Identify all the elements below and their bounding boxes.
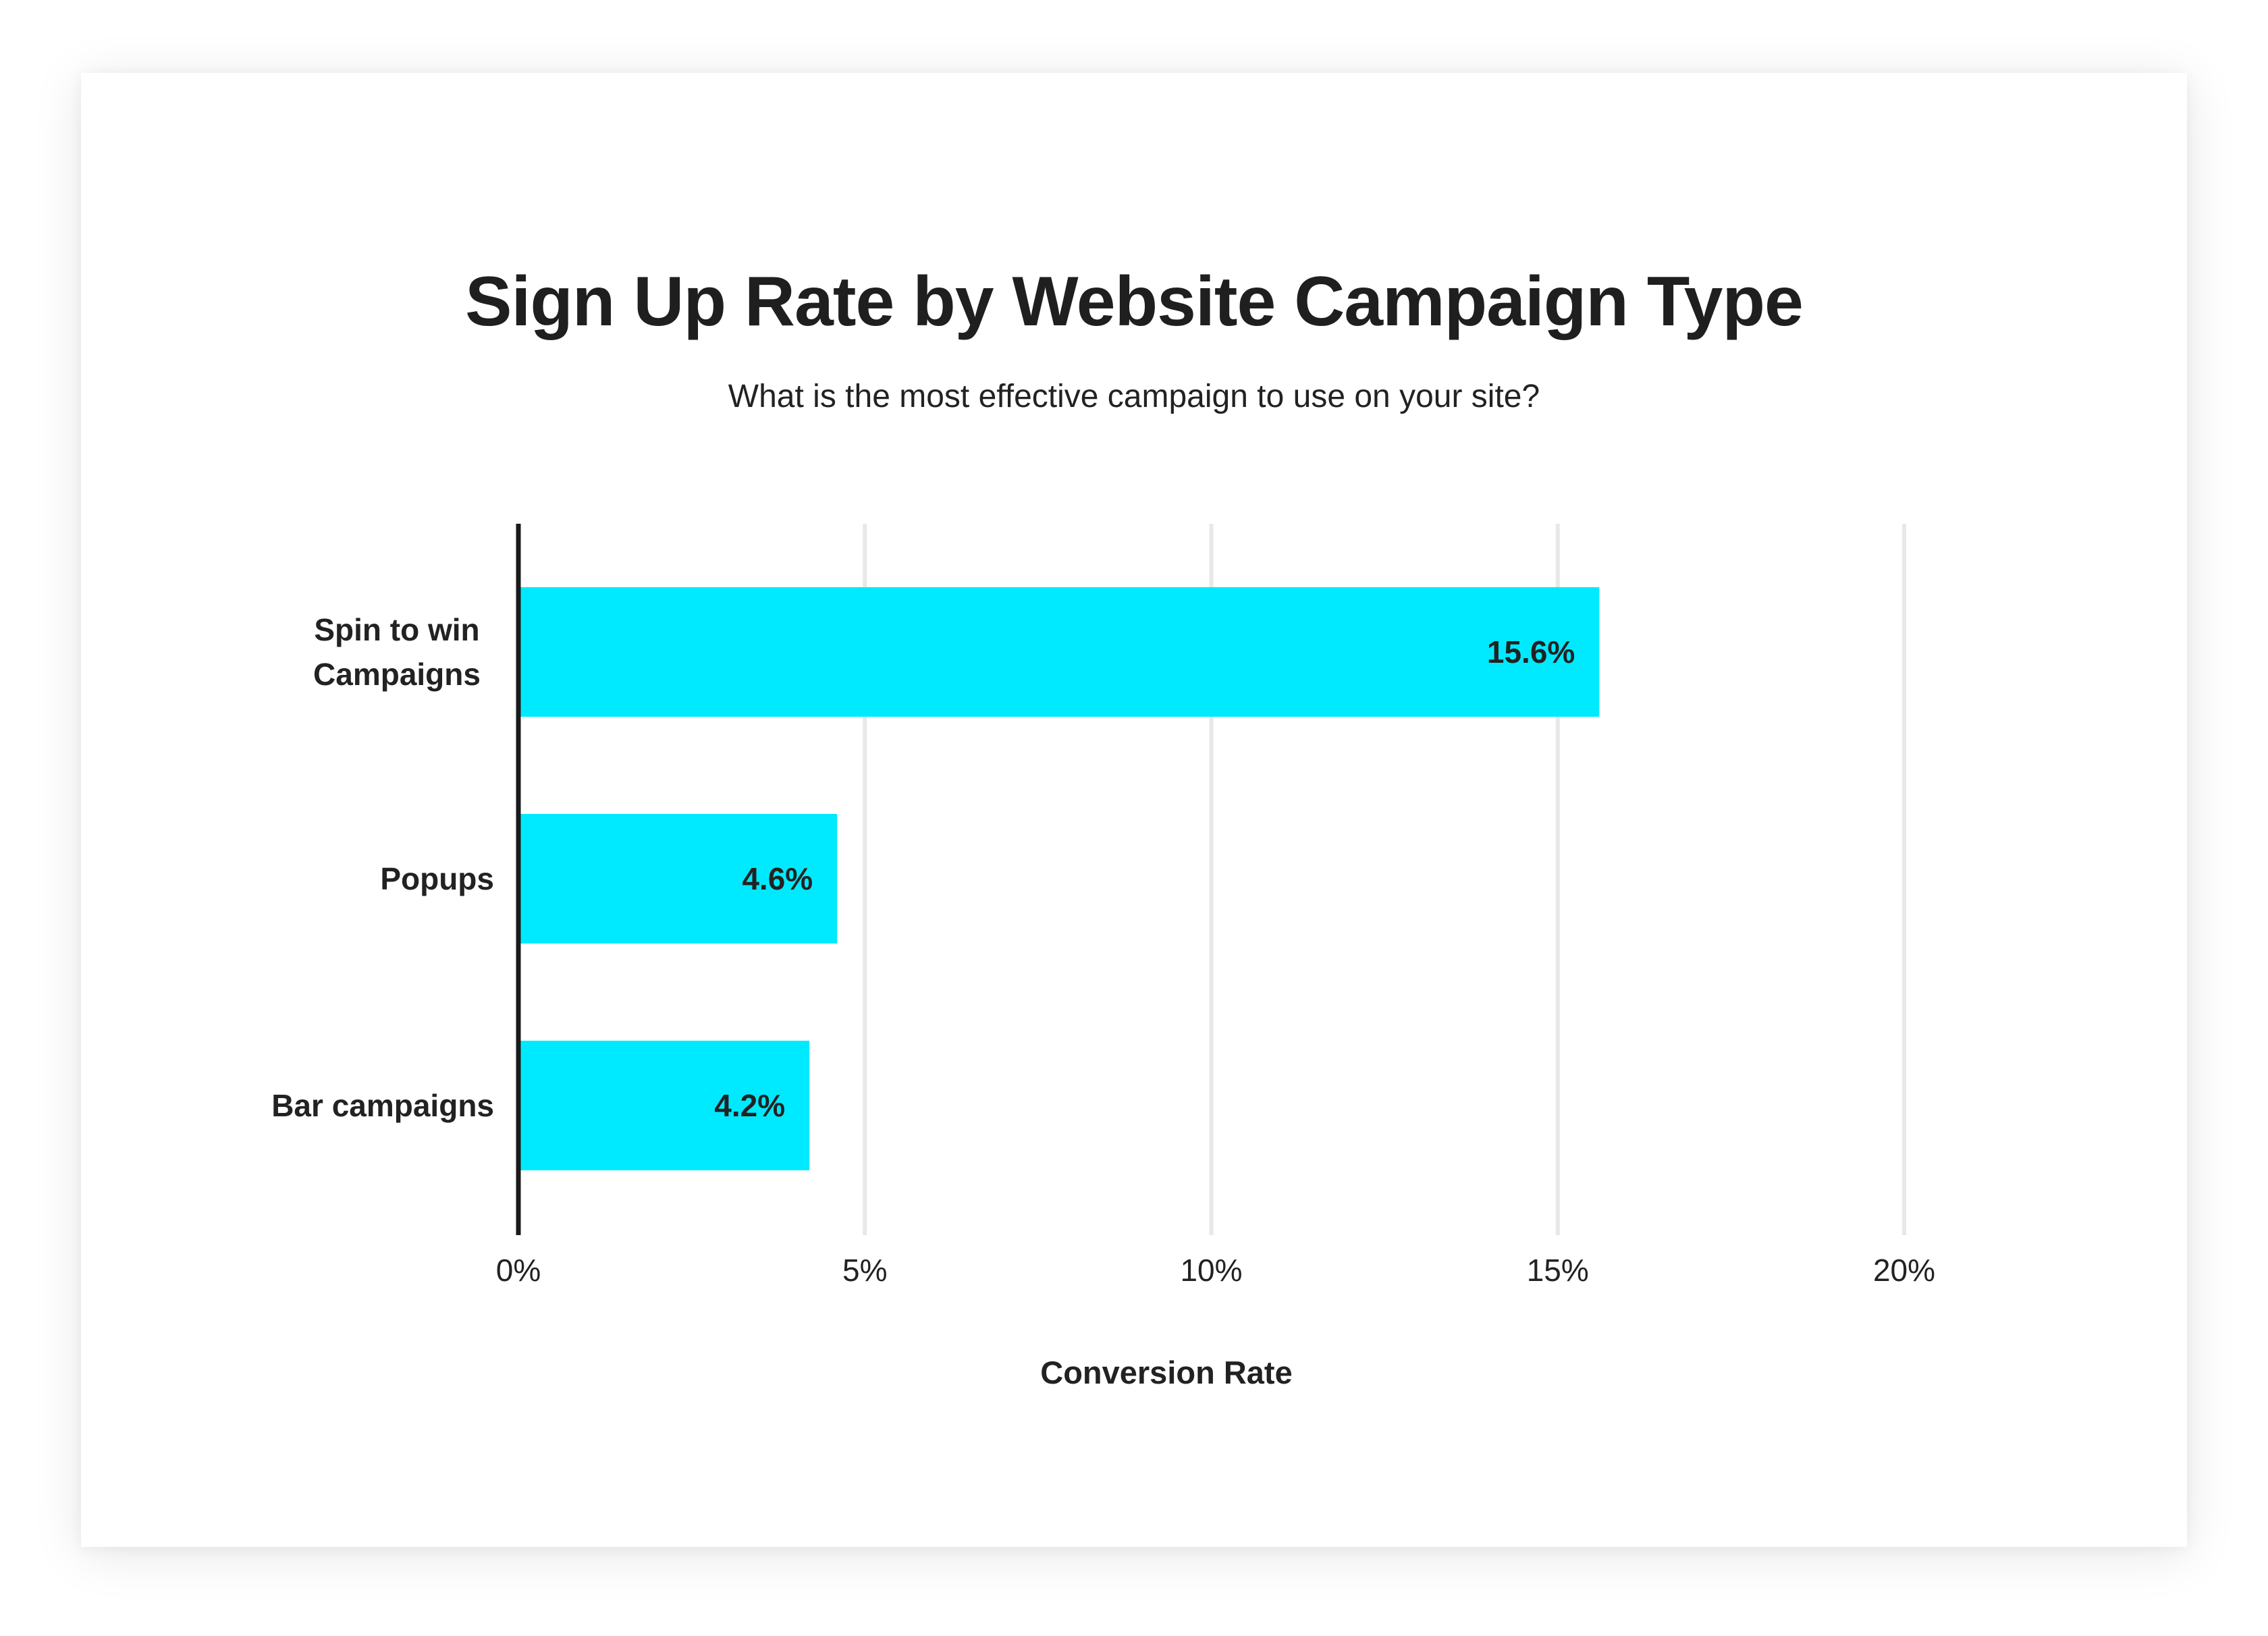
x-tick-label: 15% xyxy=(1527,1253,1589,1288)
bars xyxy=(520,587,1600,1170)
category-label: Popups xyxy=(380,861,494,896)
data-label: 4.6% xyxy=(742,861,813,896)
chart-subtitle: What is the most effective campaign to u… xyxy=(728,379,1540,414)
x-axis-title: Conversion Rate xyxy=(1040,1355,1292,1390)
x-tick-label: 0% xyxy=(496,1253,541,1288)
category-label: Spin to win Campaigns xyxy=(313,612,481,692)
data-label: 15.6% xyxy=(1487,634,1575,670)
bar-chart: 0% 5% 10% 15% 20% 15.6% Spin to win Campaigns 4.… xyxy=(271,524,1935,1390)
category-label: Bar campaigns xyxy=(271,1088,494,1123)
chart-title: Sign Up Rate by Website Campaign Type xyxy=(465,263,1804,341)
bar xyxy=(520,587,1600,717)
x-tick-label: 5% xyxy=(842,1253,887,1288)
x-tick-label: 20% xyxy=(1873,1253,1935,1288)
category-label-line: Spin to win xyxy=(314,612,479,647)
x-tick-label: 10% xyxy=(1180,1253,1242,1288)
bar xyxy=(520,814,838,944)
category-label-line: Popups xyxy=(380,861,494,896)
category-label-line: Bar campaigns xyxy=(271,1088,494,1123)
chart-card: Sign Up Rate by Website Campaign Type Wh… xyxy=(81,73,2187,1547)
category-label-line: Campaigns xyxy=(313,657,481,692)
labels: 0% 5% 10% 15% 20% 15.6% Spin to win Campaigns 4.… xyxy=(271,612,1935,1288)
data-label: 4.2% xyxy=(714,1088,785,1123)
bar xyxy=(520,1041,810,1170)
